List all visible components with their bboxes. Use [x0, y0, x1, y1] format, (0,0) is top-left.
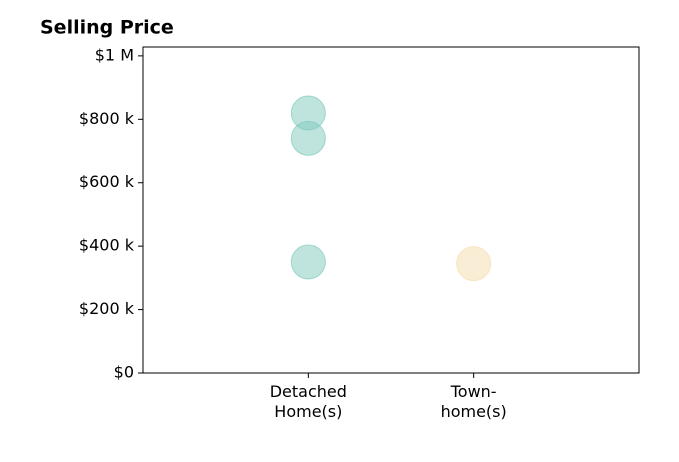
point	[456, 246, 492, 282]
y-tick-label: $1 M	[95, 45, 134, 64]
y-tick-label: $400 k	[79, 236, 135, 255]
y-tick-label: $800 k	[79, 109, 135, 128]
plot-frame	[142, 46, 640, 374]
y-tick-label: $0	[114, 363, 134, 382]
point	[290, 120, 326, 156]
y-tick-label: $200 k	[79, 299, 135, 318]
x-tick-label: Town-home(s)	[441, 382, 507, 421]
chart-title: Selling Price	[40, 17, 174, 39]
point	[290, 244, 326, 280]
x-tick-label: Detached Home(s)	[270, 382, 347, 421]
y-tick-label: $600 k	[79, 172, 135, 191]
